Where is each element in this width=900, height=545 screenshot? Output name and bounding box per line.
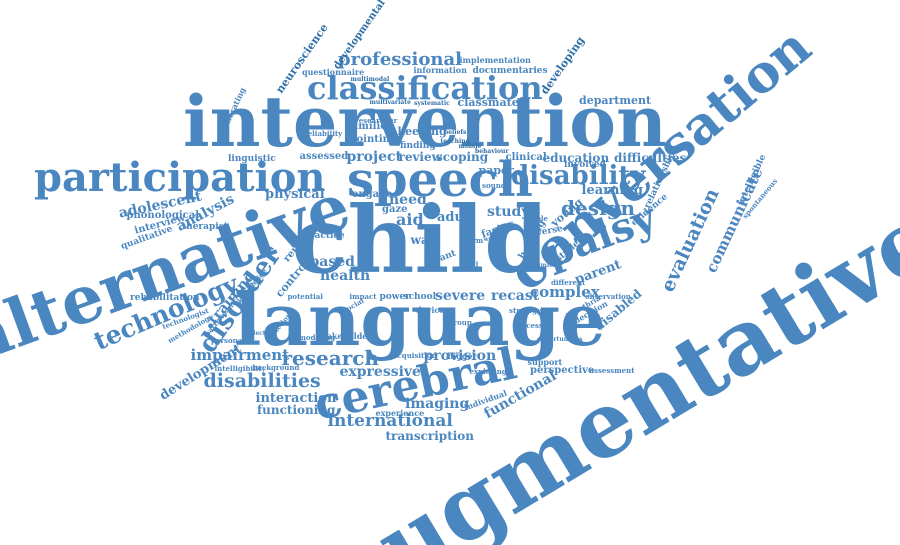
word-multivariate: multivariate: [369, 99, 411, 106]
word-scoping: scoping: [436, 150, 489, 164]
word-limited: limited: [536, 262, 560, 269]
word-difficulties: difficulties: [614, 151, 687, 165]
word-functioning: functioning: [257, 403, 336, 417]
word-different: different: [551, 277, 586, 287]
word-disability: disability: [511, 161, 646, 191]
word-practice: practice: [303, 230, 345, 241]
word-beliefs: beliefs: [444, 129, 467, 136]
word-international: international: [327, 410, 453, 431]
word-adult: adult: [437, 209, 475, 225]
word-device: device: [416, 305, 445, 315]
word-role: role: [532, 213, 548, 223]
word-observation: observation: [585, 291, 631, 301]
word-sound: sound: [482, 180, 506, 190]
word-experience: experience: [375, 408, 425, 418]
word-severe: severe: [435, 288, 486, 304]
word-based: based: [309, 254, 355, 270]
word-group: group: [448, 317, 472, 327]
word-impairment: impairment: [190, 345, 290, 364]
word-exploring: exploring: [469, 366, 507, 376]
word-complex: complex: [530, 282, 600, 301]
word-perspective: perspective: [530, 365, 595, 376]
word-evaluation: evaluation: [656, 184, 724, 295]
word-assessed: assessed: [299, 151, 349, 162]
word-need: need: [389, 192, 427, 208]
word-power: power: [379, 291, 411, 302]
word-questionnaire: questionnaire: [302, 67, 365, 77]
word-transcription: transcription: [385, 429, 475, 443]
word-therapist: therapist: [182, 221, 228, 232]
word-way: way: [410, 233, 436, 247]
word-imaging: imaging: [405, 396, 470, 412]
word-bigger: bigger: [447, 351, 477, 361]
word-learning: learning: [581, 182, 643, 198]
word-information: information: [413, 65, 467, 75]
word-term: term: [464, 235, 484, 245]
word-clinical: clinical: [505, 152, 547, 163]
word-mobile: mobile: [458, 143, 482, 150]
word-skill: skill: [461, 259, 479, 269]
word-opportunities: opportunities: [537, 336, 583, 343]
word-rehabilitation: rehabilitation: [130, 292, 200, 303]
word-systematic: systematic: [414, 100, 450, 107]
word-study: study: [487, 204, 530, 220]
word-word: word: [483, 236, 501, 243]
word-speech: speech: [347, 152, 533, 208]
word-access: access: [517, 320, 543, 330]
word-recast: recast: [491, 288, 540, 304]
word-multimodal: multimodal: [350, 76, 390, 83]
word-linguistic: linguistic: [228, 153, 276, 164]
word-physical: physical: [265, 186, 325, 202]
word-modeling: modeling: [298, 332, 336, 342]
word-phonological: phonological: [126, 210, 200, 221]
word-intervention: intervention: [183, 80, 667, 163]
word-families: families: [347, 121, 393, 132]
word-child: child: [291, 186, 549, 294]
word-health: health: [320, 268, 371, 284]
word-stakeholder: stakeholder: [318, 331, 372, 341]
word-provision: provision: [423, 348, 497, 364]
word-disabilities: disabilities: [203, 369, 321, 392]
word-keeping: keeping: [397, 124, 447, 138]
word-finding: finding: [400, 140, 436, 151]
word-researcher: researcher: [355, 115, 398, 125]
word-implementation: implementation: [459, 55, 531, 65]
word-potential: potential: [287, 291, 323, 301]
word-language: language: [234, 277, 606, 362]
word-project: project: [346, 149, 402, 165]
word-personal: personal: [211, 335, 245, 345]
word-teaching: teaching: [440, 138, 470, 145]
word-documentaries: documentaries: [472, 65, 548, 76]
word-impact: impact: [349, 291, 377, 301]
word-participation: participation: [34, 154, 326, 201]
word-assessment: assessment: [589, 365, 635, 375]
word-pointing: pointing: [349, 134, 397, 145]
word-classification: classification: [307, 69, 543, 107]
word-education: education: [542, 151, 610, 165]
word-reflection: reflection: [244, 330, 277, 337]
word-interaction: interaction: [255, 390, 337, 406]
word-reliability: reliability: [304, 128, 343, 138]
word-engage: engage: [352, 189, 393, 200]
word-gaze: gaze: [382, 204, 408, 215]
word-review: review: [398, 150, 442, 164]
word-behaviour: behaviour: [475, 148, 509, 155]
word-background: background: [252, 362, 300, 372]
word-involved: involved: [564, 159, 606, 170]
word-classmate: classmate: [457, 95, 519, 109]
word-research: research: [281, 346, 379, 370]
word-expressive: expressive: [339, 364, 421, 380]
word-professional: professional: [338, 49, 462, 70]
word-department: department: [579, 93, 652, 107]
word-design: design: [561, 196, 636, 220]
word-acquisition: acquisition: [393, 350, 437, 360]
word-strategy: strategy: [509, 305, 542, 315]
word-support: support: [527, 357, 563, 367]
word-paper: paper: [478, 163, 514, 177]
word-intelligibility: intelligibility: [214, 363, 266, 373]
word-school: school: [403, 291, 437, 302]
word-aid: aid: [396, 210, 424, 229]
